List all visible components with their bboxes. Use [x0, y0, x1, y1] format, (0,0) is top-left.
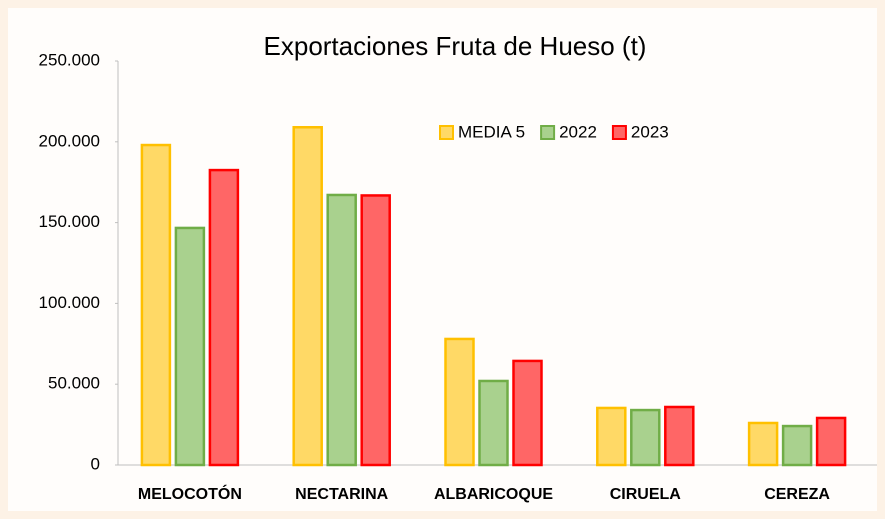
legend-label: 2022 [559, 122, 597, 141]
bar [630, 408, 661, 467]
legend-swatch [540, 125, 556, 140]
bar [478, 379, 509, 467]
legend-swatch [439, 125, 454, 140]
bar [781, 424, 813, 467]
bar [360, 194, 391, 467]
y-tick-label: 0 [91, 454, 100, 473]
bar [596, 406, 627, 467]
x-tick-label: CEREZA [764, 486, 830, 503]
x-tick-label: MELOCOTÓN [138, 484, 242, 503]
y-tick-label: 150.000 [39, 212, 100, 231]
bar [444, 337, 475, 467]
y-tick-label: 200.000 [39, 131, 100, 150]
x-tick-label: ALBARICOQUE [434, 486, 553, 503]
bar [174, 226, 206, 467]
legend-label: 2023 [631, 122, 669, 141]
chart-title: Exportaciones Fruta de Hueso (t) [264, 31, 647, 61]
plot-background [8, 8, 877, 511]
x-tick-label: NECTARINA [295, 486, 388, 503]
bar [140, 143, 172, 467]
legend-label: MEDIA 5 [458, 122, 525, 141]
bar [208, 168, 240, 467]
bar [815, 416, 847, 467]
y-tick-label: 50.000 [48, 374, 100, 393]
bar [292, 126, 323, 467]
bar [326, 193, 357, 467]
bar [664, 405, 695, 467]
bar [512, 359, 543, 467]
bar [747, 421, 779, 467]
legend-swatch [611, 125, 627, 140]
y-tick-label: 100.000 [39, 293, 100, 312]
y-tick-label: 250.000 [39, 50, 100, 69]
x-tick-label: CIRUELA [610, 486, 682, 503]
